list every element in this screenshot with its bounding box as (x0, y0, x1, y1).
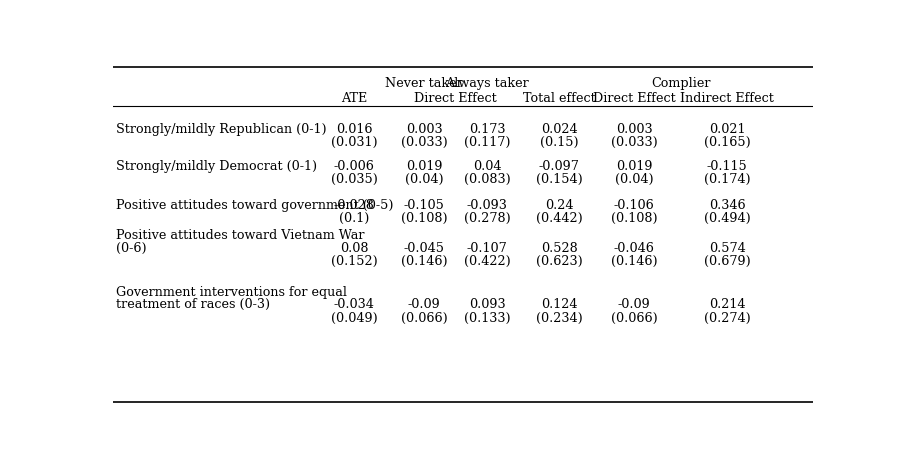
Text: -0.028: -0.028 (334, 199, 374, 212)
Text: (0.165): (0.165) (704, 135, 750, 148)
Text: (0.146): (0.146) (611, 254, 657, 267)
Text: 0.08: 0.08 (340, 241, 368, 254)
Text: (0.146): (0.146) (400, 254, 447, 267)
Text: treatment of races (0-3): treatment of races (0-3) (115, 298, 270, 311)
Text: 0.04: 0.04 (473, 160, 501, 173)
Text: (0.494): (0.494) (704, 211, 750, 224)
Text: 0.124: 0.124 (540, 298, 577, 311)
Text: (0.049): (0.049) (330, 311, 377, 324)
Text: (0.066): (0.066) (610, 311, 657, 324)
Text: (0.152): (0.152) (330, 254, 377, 267)
Text: 0.173: 0.173 (468, 123, 505, 136)
Text: -0.09: -0.09 (408, 298, 440, 311)
Text: -0.046: -0.046 (613, 241, 654, 254)
Text: 0.021: 0.021 (708, 123, 745, 136)
Text: Positive attitudes toward Vietnam War: Positive attitudes toward Vietnam War (115, 229, 364, 242)
Text: 0.093: 0.093 (468, 298, 505, 311)
Text: -0.006: -0.006 (334, 160, 374, 173)
Text: Government interventions for equal: Government interventions for equal (115, 285, 346, 298)
Text: 0.346: 0.346 (708, 199, 745, 212)
Text: 0.019: 0.019 (406, 160, 442, 173)
Text: (0-6): (0-6) (115, 241, 146, 254)
Text: Always taker: Always taker (445, 77, 529, 90)
Text: Direct Effect: Direct Effect (414, 92, 497, 105)
Text: 0.528: 0.528 (540, 241, 577, 254)
Text: (0.422): (0.422) (464, 254, 511, 267)
Text: Direct Effect: Direct Effect (593, 92, 675, 105)
Text: (0.031): (0.031) (331, 135, 377, 148)
Text: (0.278): (0.278) (464, 211, 511, 224)
Text: (0.033): (0.033) (400, 135, 447, 148)
Text: -0.034: -0.034 (334, 298, 374, 311)
Text: Strongly/mildly Republican (0-1): Strongly/mildly Republican (0-1) (115, 123, 326, 136)
Text: 0.003: 0.003 (615, 123, 652, 136)
Text: -0.097: -0.097 (538, 160, 579, 173)
Text: (0.108): (0.108) (400, 211, 447, 224)
Text: -0.093: -0.093 (466, 199, 507, 212)
Text: Positive attitudes toward government (0-5): Positive attitudes toward government (0-… (115, 199, 392, 212)
Text: 0.24: 0.24 (545, 199, 573, 212)
Text: -0.115: -0.115 (706, 160, 747, 173)
Text: Complier: Complier (650, 77, 710, 90)
Text: (0.234): (0.234) (536, 311, 582, 324)
Text: (0.154): (0.154) (536, 172, 582, 185)
Text: -0.09: -0.09 (617, 298, 650, 311)
Text: 0.024: 0.024 (540, 123, 577, 136)
Text: (0.04): (0.04) (404, 172, 443, 185)
Text: (0.1): (0.1) (339, 211, 369, 224)
Text: -0.106: -0.106 (613, 199, 654, 212)
Text: Never taker: Never taker (385, 77, 463, 90)
Text: (0.035): (0.035) (330, 172, 377, 185)
Text: (0.15): (0.15) (539, 135, 578, 148)
Text: (0.274): (0.274) (704, 311, 750, 324)
Text: 0.574: 0.574 (708, 241, 745, 254)
Text: 0.214: 0.214 (708, 298, 745, 311)
Text: (0.442): (0.442) (536, 211, 582, 224)
Text: (0.623): (0.623) (536, 254, 582, 267)
Text: Total effect: Total effect (522, 92, 595, 105)
Text: (0.117): (0.117) (464, 135, 510, 148)
Text: (0.033): (0.033) (610, 135, 657, 148)
Text: -0.105: -0.105 (403, 199, 445, 212)
Text: 0.019: 0.019 (615, 160, 652, 173)
Text: Indirect Effect: Indirect Effect (679, 92, 773, 105)
Text: ATE: ATE (341, 92, 367, 105)
Text: -0.045: -0.045 (403, 241, 445, 254)
Text: (0.04): (0.04) (614, 172, 653, 185)
Text: 0.016: 0.016 (336, 123, 373, 136)
Text: (0.108): (0.108) (611, 211, 657, 224)
Text: 0.003: 0.003 (406, 123, 442, 136)
Text: (0.066): (0.066) (400, 311, 447, 324)
Text: -0.107: -0.107 (466, 241, 507, 254)
Text: Strongly/mildly Democrat (0-1): Strongly/mildly Democrat (0-1) (115, 160, 317, 173)
Text: (0.174): (0.174) (704, 172, 750, 185)
Text: (0.083): (0.083) (464, 172, 511, 185)
Text: (0.679): (0.679) (704, 254, 750, 267)
Text: (0.133): (0.133) (464, 311, 510, 324)
